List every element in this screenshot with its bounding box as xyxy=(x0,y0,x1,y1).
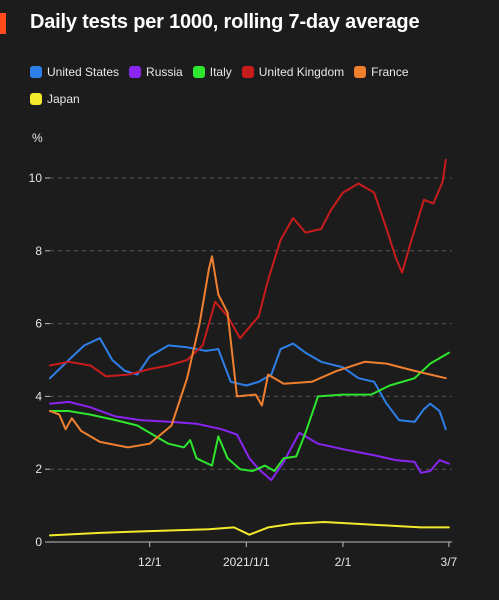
legend-label-japan: Japan xyxy=(47,92,80,106)
series-line-france xyxy=(49,255,447,449)
y-axis-unit-label: % xyxy=(32,131,43,145)
legend-swatch-italy xyxy=(192,66,205,78)
legend-swatch-russia xyxy=(129,66,142,78)
gridlines xyxy=(50,177,452,543)
y-axis: % 0 2 4 6 8 10 xyxy=(29,131,50,549)
series-line-united-states xyxy=(49,337,447,431)
legend-item-japan[interactable]: Japan xyxy=(30,92,80,106)
y-tick-label: 2 xyxy=(35,462,42,476)
y-tick-label: 0 xyxy=(35,535,42,549)
x-tick-label: 12/1 xyxy=(138,555,162,569)
y-tick-label: 4 xyxy=(35,389,42,403)
legend-item-france[interactable]: France xyxy=(354,65,409,79)
series-line-italy xyxy=(49,351,450,472)
series-line-russia xyxy=(49,400,450,482)
title-accent-bar xyxy=(0,13,6,34)
legend-item-italy[interactable]: Italy xyxy=(192,65,232,79)
legend-label-united-kingdom: United Kingdom xyxy=(258,65,345,79)
x-tick-label: 3/7 xyxy=(441,555,458,569)
y-tick-label: 8 xyxy=(35,244,42,258)
legend-label-italy: Italy xyxy=(209,65,232,79)
legend-label-france: France xyxy=(371,65,409,79)
legend-swatch-japan xyxy=(30,93,42,105)
legend-swatch-united-kingdom xyxy=(241,66,254,78)
legend-item-russia[interactable]: Russia xyxy=(129,65,183,79)
legend-label-russia: Russia xyxy=(146,65,183,79)
legend-label-united-states: United States xyxy=(47,65,120,79)
chart-title: Daily tests per 1000, rolling 7-day aver… xyxy=(30,11,420,33)
series-line-united-kingdom xyxy=(49,158,447,378)
x-tick-label: 2021/1/1 xyxy=(223,555,270,569)
x-axis: 12/1 2021/1/1 2/1 3/7 xyxy=(138,542,458,569)
legend-swatch-france xyxy=(354,66,367,78)
legend-row: Japan xyxy=(30,90,490,108)
x-tick-label: 2/1 xyxy=(335,555,352,569)
y-tick-label: 10 xyxy=(29,171,43,185)
legend-item-united-kingdom[interactable]: United Kingdom xyxy=(241,65,345,79)
y-tick-label: 6 xyxy=(35,317,42,331)
legend: United States Russia Italy United Kingdo… xyxy=(30,63,490,117)
legend-swatch-united-states xyxy=(30,66,42,78)
legend-row: United States Russia Italy United Kingdo… xyxy=(30,63,490,81)
series-line-japan xyxy=(49,521,450,537)
series-lines xyxy=(49,158,450,537)
legend-item-united-states[interactable]: United States xyxy=(30,65,119,79)
